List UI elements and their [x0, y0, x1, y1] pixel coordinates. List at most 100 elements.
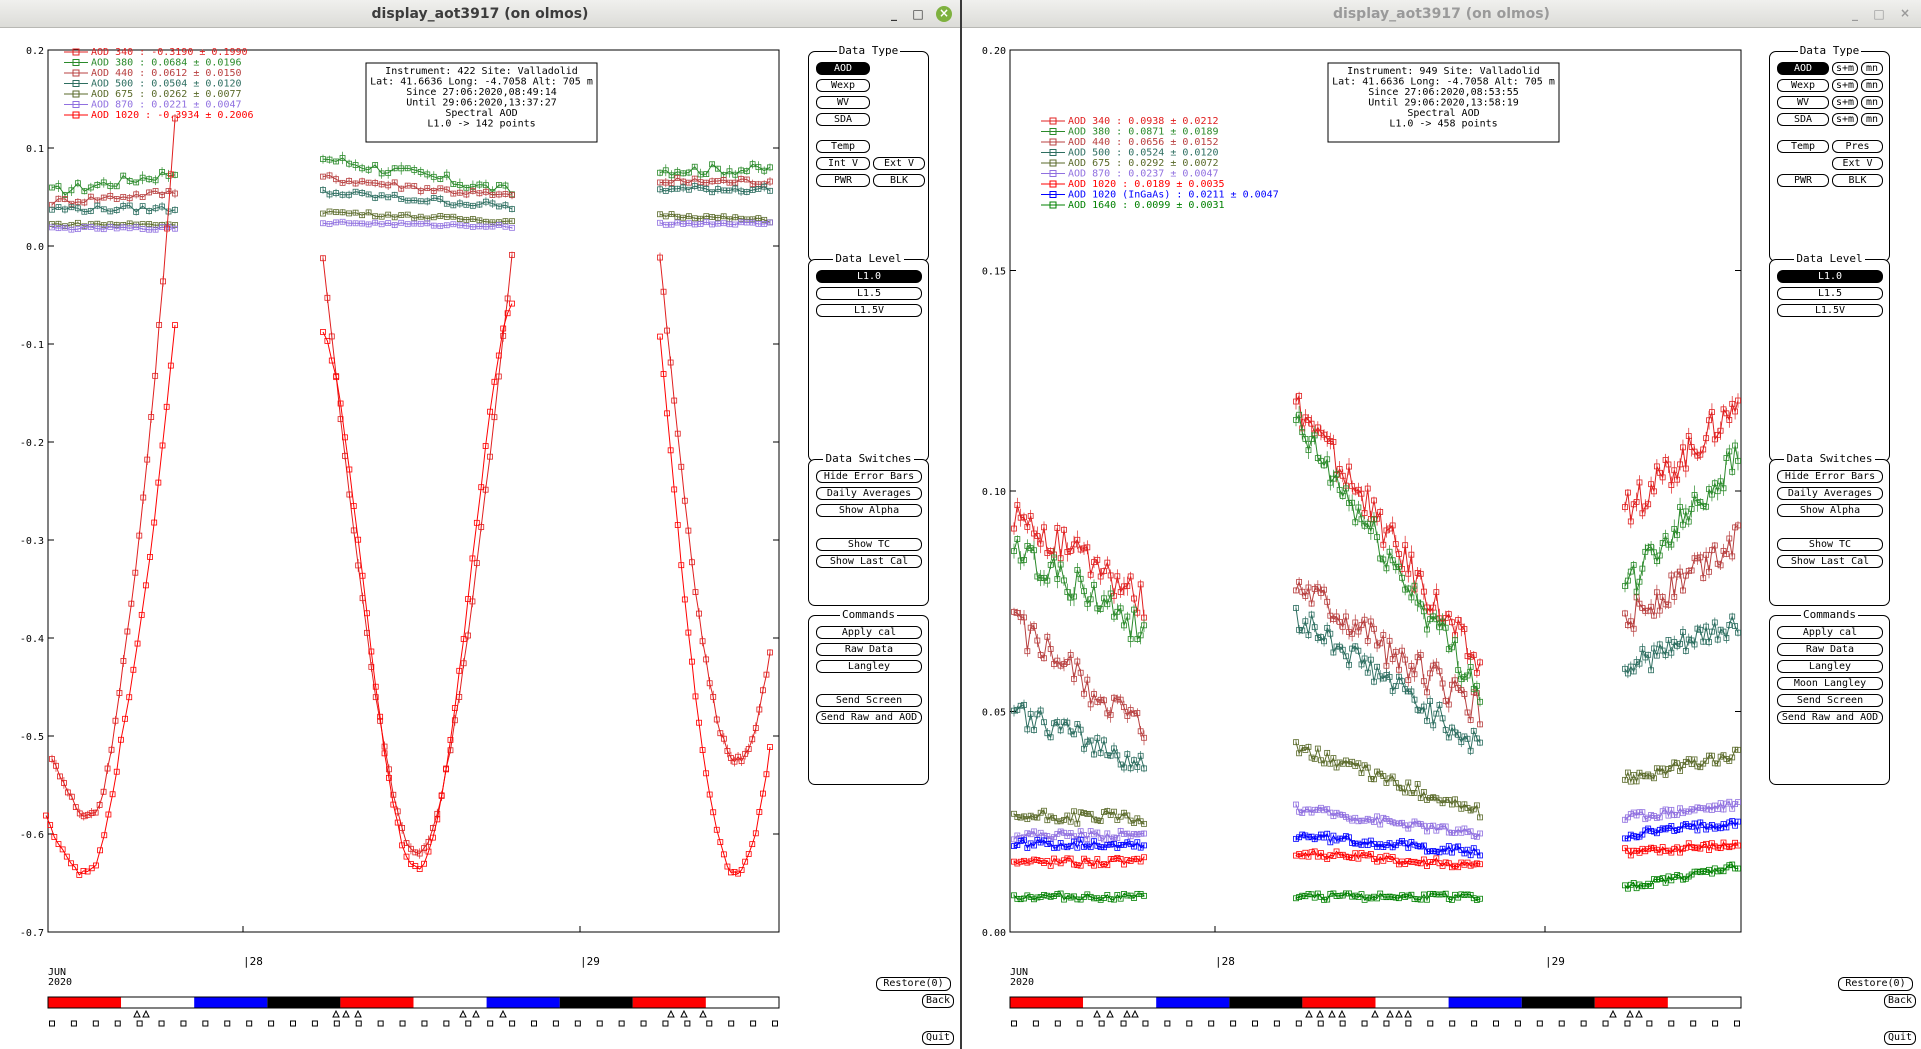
- timeline-mark[interactable]: [158, 1020, 165, 1027]
- btn-send-screen[interactable]: Send Screen: [1777, 694, 1883, 707]
- btn-show-last-cal[interactable]: Show Last Cal: [1777, 555, 1883, 568]
- btn-blk[interactable]: BLK: [1832, 174, 1883, 187]
- timeline-mark[interactable]: [268, 1020, 275, 1027]
- timeline-mark[interactable]: [750, 1020, 757, 1027]
- timeline-mark[interactable]: [290, 1020, 296, 1027]
- maximize-button[interactable]: □: [912, 7, 924, 21]
- timeline-mark[interactable]: [1580, 1020, 1587, 1027]
- timeline-mark[interactable]: [662, 1020, 669, 1027]
- timeline-mark[interactable]: [1668, 1020, 1675, 1027]
- timeline-triangle[interactable]: [342, 1009, 350, 1018]
- timeline-mark[interactable]: [136, 1020, 143, 1027]
- timeline-segment[interactable]: [1375, 997, 1449, 1008]
- timeline-mark[interactable]: [1712, 1020, 1719, 1027]
- timeline-mark[interactable]: [640, 1020, 647, 1027]
- btn-show-last-cal[interactable]: Show Last Cal: [816, 555, 922, 568]
- btn-raw-data[interactable]: Raw Data: [1777, 643, 1883, 656]
- btn-ext-v[interactable]: Ext V: [1832, 157, 1883, 170]
- timeline-mark[interactable]: [1098, 1020, 1105, 1027]
- timeline-triangle[interactable]: [1338, 1009, 1346, 1018]
- timeline-segment[interactable]: [1010, 997, 1084, 1008]
- timeline-mark[interactable]: [1449, 1020, 1456, 1027]
- btn-sda-mn[interactable]: mn: [1861, 113, 1883, 126]
- btn-pwr[interactable]: PWR: [816, 174, 870, 187]
- btn-moon-langley[interactable]: Moon Langley: [1777, 677, 1883, 690]
- timeline-segment[interactable]: [48, 997, 122, 1008]
- timeline-triangle[interactable]: [1395, 1009, 1403, 1018]
- btn-aod[interactable]: AOD: [1777, 62, 1829, 75]
- timeline-segment[interactable]: [1667, 997, 1741, 1008]
- btn-daily-averages[interactable]: Daily Averages: [816, 487, 922, 500]
- timeline-mark[interactable]: [399, 1020, 406, 1027]
- timeline-mark[interactable]: [1054, 1020, 1061, 1027]
- timeline-mark[interactable]: [377, 1020, 384, 1027]
- btn-wv[interactable]: WV: [1777, 96, 1829, 109]
- btn-pwr[interactable]: PWR: [1777, 174, 1829, 187]
- timeline-triangle[interactable]: [1626, 1009, 1634, 1018]
- btn-apply-cal[interactable]: Apply cal: [816, 626, 922, 639]
- btn-send-screen[interactable]: Send Screen: [816, 694, 922, 707]
- timeline-segment[interactable]: [1229, 997, 1303, 1008]
- timeline-mark[interactable]: [1142, 1020, 1149, 1027]
- timeline-mark[interactable]: [1471, 1020, 1478, 1027]
- timeline-mark[interactable]: [487, 1020, 494, 1027]
- timeline-mark[interactable]: [684, 1020, 691, 1027]
- timeline-triangle[interactable]: [1305, 1009, 1313, 1018]
- btn-show-tc[interactable]: Show TC: [816, 538, 922, 551]
- timeline-segment[interactable]: [194, 997, 268, 1008]
- timeline-triangle[interactable]: [1093, 1009, 1101, 1018]
- maximize-button[interactable]: □: [1873, 7, 1885, 21]
- btn-wv-s-m[interactable]: s+m: [1832, 96, 1858, 109]
- timeline-mark[interactable]: [1405, 1020, 1412, 1027]
- timeline-mark[interactable]: [311, 1020, 318, 1027]
- timeline-segment[interactable]: [1156, 997, 1230, 1008]
- timeline-segment[interactable]: [1594, 997, 1668, 1008]
- timeline-triangle[interactable]: [1609, 1009, 1617, 1018]
- timeline-mark[interactable]: [1076, 1020, 1083, 1027]
- timeline-triangle[interactable]: [1328, 1009, 1336, 1018]
- timeline-mark[interactable]: [49, 1020, 55, 1027]
- timeline-segment[interactable]: [486, 997, 560, 1008]
- btn-wv-mn[interactable]: mn: [1861, 96, 1883, 109]
- timeline-segment[interactable]: [121, 997, 195, 1008]
- left-titlebar[interactable]: display_aot3917 (on olmos) _ □ ×: [0, 0, 960, 28]
- timeline-mark[interactable]: [1427, 1020, 1434, 1027]
- minimize-button[interactable]: _: [1852, 7, 1858, 21]
- btn-show-tc[interactable]: Show TC: [1777, 538, 1883, 551]
- timeline-triangle[interactable]: [1371, 1009, 1379, 1018]
- timeline-mark[interactable]: [202, 1020, 209, 1027]
- timeline-triangle[interactable]: [1404, 1009, 1412, 1018]
- timeline-mark[interactable]: [1361, 1020, 1368, 1027]
- btn-langley[interactable]: Langley: [816, 660, 922, 673]
- timeline-mark[interactable]: [1273, 1020, 1280, 1027]
- timeline-mark[interactable]: [114, 1020, 121, 1027]
- timeline-triangle[interactable]: [1635, 1009, 1643, 1018]
- btn-l10[interactable]: L1.0: [816, 270, 922, 283]
- timeline-mark[interactable]: [531, 1020, 537, 1027]
- btn-l15v[interactable]: L1.5V: [1777, 304, 1883, 317]
- close-button[interactable]: ×: [1899, 6, 1911, 20]
- timeline-triangle[interactable]: [472, 1009, 480, 1018]
- timeline-mark[interactable]: [443, 1020, 450, 1027]
- btn-ext-v[interactable]: Ext V: [873, 157, 925, 170]
- timeline-triangle[interactable]: [1123, 1009, 1131, 1018]
- timeline-mark[interactable]: [1339, 1020, 1346, 1027]
- timeline-mark[interactable]: [333, 1020, 340, 1027]
- timeline-mark[interactable]: [1230, 1020, 1237, 1027]
- timeline-mark[interactable]: [1252, 1020, 1258, 1027]
- btn-l15[interactable]: L1.5: [1777, 287, 1883, 300]
- quit-button[interactable]: Quit: [922, 1031, 954, 1045]
- btn-blk[interactable]: BLK: [873, 174, 925, 187]
- btn-sda[interactable]: SDA: [816, 113, 870, 126]
- btn-wexp-mn[interactable]: mn: [1861, 79, 1883, 92]
- btn-send-raw-and-aod[interactable]: Send Raw and AOD: [1777, 711, 1883, 724]
- btn-daily-averages[interactable]: Daily Averages: [1777, 487, 1883, 500]
- btn-wexp[interactable]: Wexp: [1777, 79, 1829, 92]
- btn-aod-mn[interactable]: mn: [1861, 62, 1883, 75]
- btn-l15v[interactable]: L1.5V: [816, 304, 922, 317]
- timeline-mark[interactable]: [509, 1020, 516, 1027]
- timeline-triangle[interactable]: [1106, 1009, 1114, 1018]
- timeline-mark[interactable]: [70, 1020, 77, 1027]
- btn-aod-s-m[interactable]: s+m: [1832, 62, 1858, 75]
- timeline-mark[interactable]: [246, 1020, 253, 1027]
